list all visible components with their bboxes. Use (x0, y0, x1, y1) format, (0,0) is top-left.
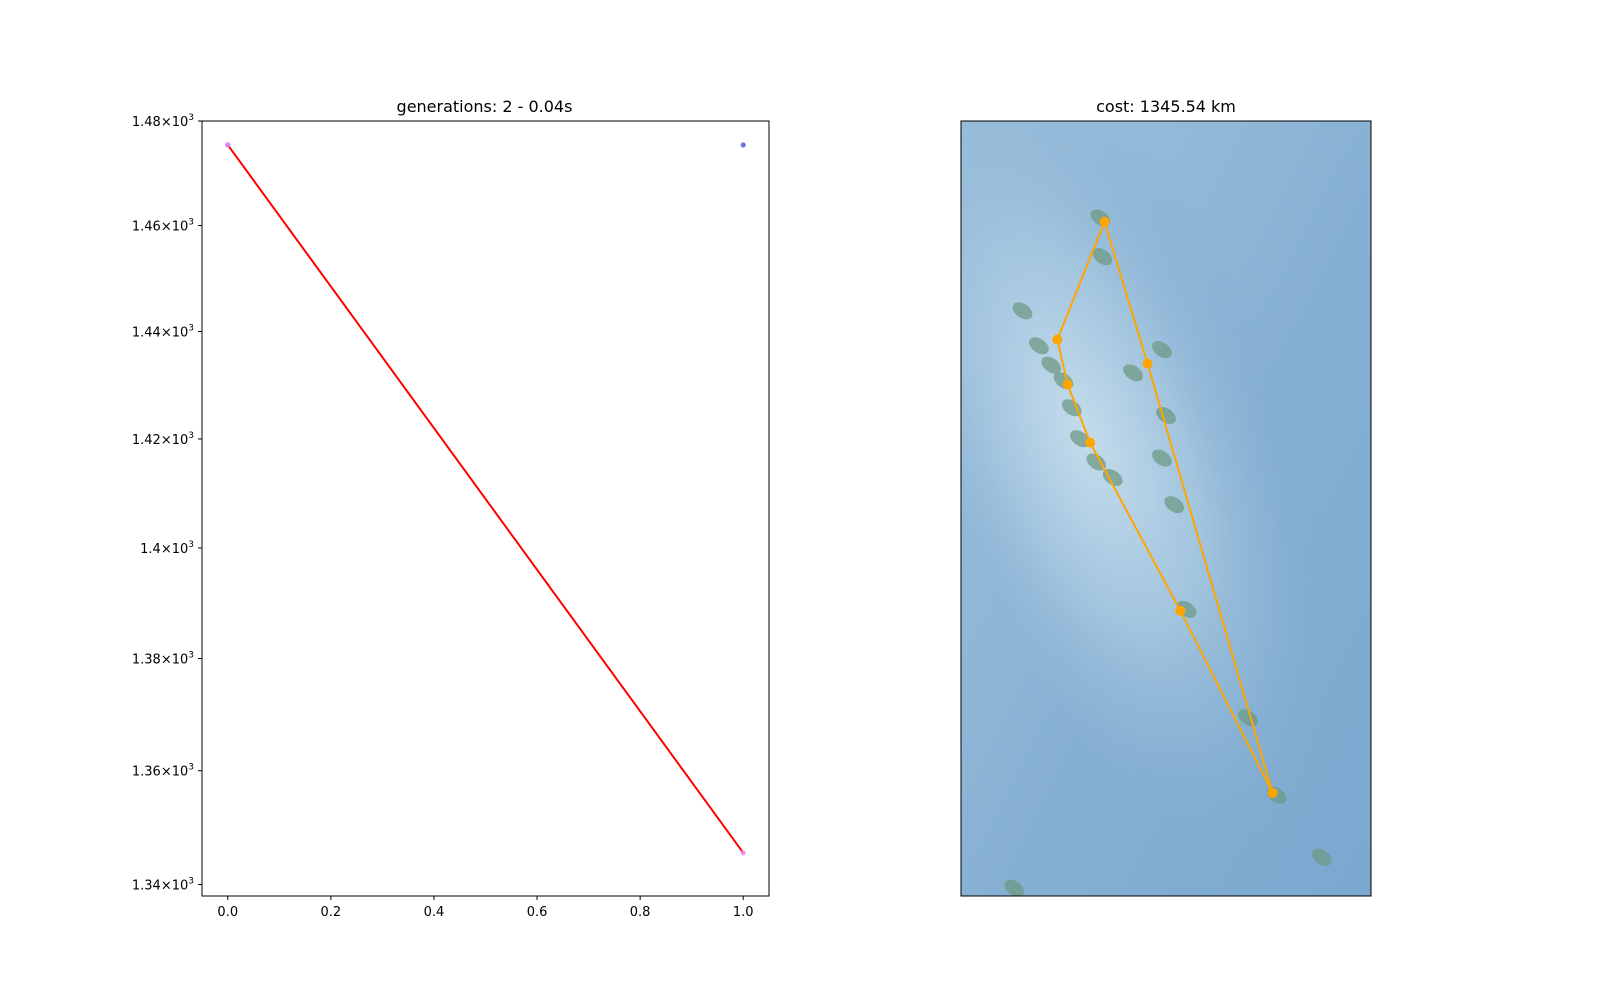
x-tick-label-4: 0.8 (630, 905, 651, 920)
route-stop-2 (1062, 379, 1073, 390)
series-2-point-1 (740, 850, 746, 856)
island-4 (1041, 356, 1062, 374)
route-stop-4 (1175, 605, 1186, 616)
island-13 (1152, 449, 1172, 467)
route-stop-0 (1099, 216, 1110, 227)
y-tick-label-2: 1.38×103 (132, 651, 194, 668)
island-10 (1123, 364, 1144, 382)
series-0-line (226, 144, 745, 854)
route-stop-3 (1085, 437, 1096, 448)
convergence-plot-frame (201, 120, 770, 897)
y-tick-label-6: 1.46×103 (132, 218, 194, 235)
island-6 (1061, 399, 1082, 417)
route-map-title: cost: 1345.54 km (1096, 97, 1236, 116)
route-map-frame (960, 120, 1372, 897)
island-11 (1152, 341, 1172, 359)
y-axis-ticks: 1.34×103 1.36×103 1.38×103 1.4×103 1.42×103 1… (132, 113, 202, 894)
convergence-plot-area (225, 142, 746, 856)
convergence-chart-title: generations: 2 - 0.04s (397, 97, 573, 116)
y-tick-label-7: 1.48×103 (132, 113, 194, 130)
x-tick-label-1: 0.2 (321, 905, 342, 920)
y-tick-label-0: 1.34×103 (132, 877, 194, 894)
island-14 (1164, 496, 1185, 514)
route-map: cost: 1345.54 km (960, 97, 1372, 897)
x-tick-label-0: 0.0 (217, 905, 238, 920)
island-9 (1102, 468, 1123, 487)
y-tick-label-5: 1.44×103 (132, 324, 194, 341)
y-tick-label-4: 1.42×103 (132, 431, 194, 448)
route-stop-6 (1142, 358, 1153, 369)
islands-layer (1004, 209, 1332, 896)
y-tick-label-1: 1.36×103 (132, 763, 194, 780)
island-1 (1092, 248, 1113, 266)
island-3 (1029, 337, 1049, 355)
route-stop-5 (1267, 787, 1278, 798)
x-tick-label-2: 0.4 (424, 905, 445, 920)
shallow-water-glow (961, 121, 1368, 856)
x-tick-label-5: 1.0 (733, 905, 754, 920)
island-18 (1311, 848, 1332, 866)
x-tick-label-3: 0.6 (527, 905, 548, 920)
route-path (1056, 221, 1274, 794)
island-8 (1086, 453, 1107, 471)
island-19 (1004, 879, 1025, 896)
series-1-point-1 (740, 142, 746, 148)
island-7 (1070, 430, 1090, 448)
convergence-chart: generations: 2 - 0.04s 1.34×1031.36×1031… (132, 97, 770, 920)
x-axis-ticks: 0.0 0.2 0.4 0.6 0.8 1.0 (217, 896, 754, 920)
route-stop-1 (1052, 334, 1063, 345)
y-tick-label-3: 1.4×103 (140, 540, 194, 557)
series-2-point-0 (225, 142, 231, 148)
route-layer (1052, 216, 1278, 798)
island-2 (1012, 302, 1033, 320)
